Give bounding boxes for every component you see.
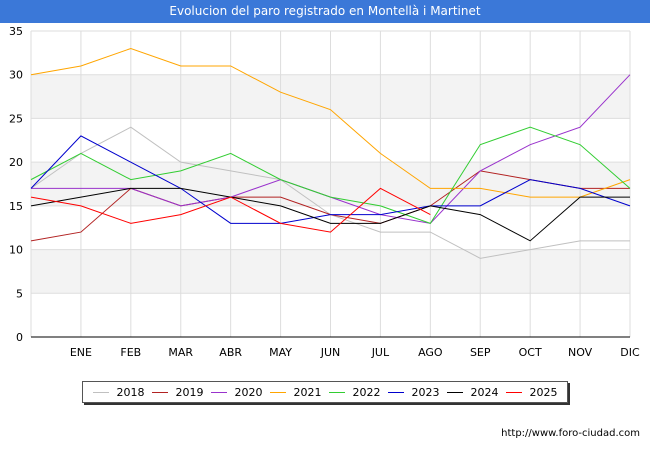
x-tick-label: ENE [70,346,92,359]
legend-item-2018: 2018 [92,385,145,399]
legend-item-2020: 2020 [210,385,263,399]
legend-label: 2021 [293,385,322,399]
legend-swatch [328,391,345,393]
chart-title: Evolucion del paro registrado en Montell… [0,0,650,23]
legend-swatch [387,391,404,393]
x-tick-label: AGO [418,346,443,359]
footer-url[interactable]: http://www.foro-ciudad.com [501,428,640,439]
legend-item-2023: 2023 [387,385,440,399]
legend-item-2024: 2024 [446,385,499,399]
x-tick-label: FEB [120,346,141,359]
legend-label: 2018 [116,385,145,399]
series-line-2021 [30,47,631,198]
y-tick-label: 15 [9,200,23,213]
legend-label: 2022 [352,385,381,399]
legend-swatch [269,391,286,393]
legend-label: 2019 [175,385,204,399]
y-tick-label: 10 [9,244,23,257]
y-axis-ticks: 0 5 10 15 20 25 30 35 [9,25,23,344]
legend-swatch [151,391,168,393]
legend-swatch [505,391,522,393]
legend-item-2021: 2021 [269,385,322,399]
legend-item-2025: 2025 [505,385,558,399]
legend-label: 2020 [234,385,263,399]
x-tick-label: DIC [620,346,640,359]
x-tick-label: ABR [219,346,242,359]
legend: 2018 2019 2020 2021 2022 2023 2024 2025 [82,381,568,403]
x-tick-label: OCT [519,346,542,359]
y-tick-label: 35 [9,25,23,38]
y-tick-label: 20 [9,156,23,169]
x-tick-label: MAR [168,346,193,359]
legend-item-2022: 2022 [328,385,381,399]
x-tick-label: MAY [269,346,292,359]
x-tick-label: JUN [320,346,341,359]
legend-label: 2025 [529,385,558,399]
y-tick-label: 30 [9,69,23,82]
legend-item-2019: 2019 [151,385,204,399]
series-line-2025 [30,187,431,233]
x-tick-label: SEP [470,346,491,359]
series-line-2024 [30,187,630,242]
series-line-2023 [30,135,631,224]
legend-swatch [92,391,109,393]
series-line-2022 [30,126,631,224]
series-lines [30,47,631,259]
x-tick-label: NOV [568,346,593,359]
legend-label: 2024 [470,385,499,399]
legend-label: 2023 [411,385,440,399]
legend-swatch [210,391,227,393]
legend-swatch [446,391,463,393]
y-tick-label: 0 [16,331,23,344]
y-tick-label: 25 [9,112,23,125]
x-axis-ticks: ENE FEB MAR ABR MAY JUN JUL AGO SEP OCT NOV DIC [70,346,640,359]
y-tick-label: 5 [16,287,23,300]
x-tick-label: JUL [371,346,390,359]
